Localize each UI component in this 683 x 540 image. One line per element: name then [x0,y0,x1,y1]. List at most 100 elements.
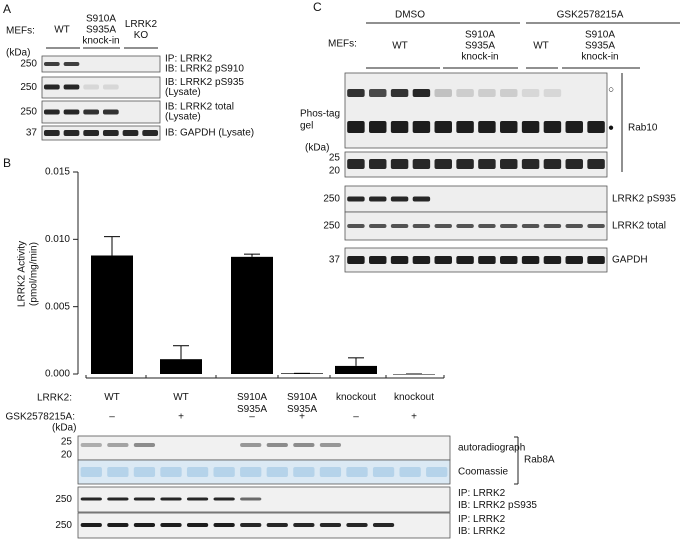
band [399,467,421,477]
band [500,89,518,97]
band [80,467,102,477]
blot-label: (Lysate) [165,112,201,123]
band [63,130,80,136]
blot-label: IB: LRRK2 pS935 [165,77,244,88]
band [369,224,387,228]
band [478,159,496,169]
panel-label: C [313,0,322,14]
band [456,121,474,133]
band [293,467,315,477]
y-tick-label: 0.000 [45,369,70,380]
blot-label: Coomassie [458,467,508,478]
band [83,109,100,115]
row-label: MEFs: [328,39,357,50]
blot-label: IB: LRRK2 total [165,102,234,113]
band [63,62,80,66]
x-tick-label: WT [104,392,120,403]
band [587,159,605,169]
band [266,443,288,447]
blot [344,185,608,213]
bar [160,359,202,374]
blot-label: IB: LRRK2 pS910 [165,64,244,75]
band [347,224,365,228]
band [319,523,342,527]
bar [335,365,377,374]
x-tick-label: S910A S935A [236,392,268,415]
band [369,256,387,264]
band [521,256,540,264]
band [347,89,365,97]
band [133,443,156,447]
gel-label: Phos-tag [300,109,340,120]
column-header: knock-in [461,52,498,63]
band [133,467,156,477]
band [456,256,474,264]
band [102,84,119,90]
band [543,159,562,169]
blot [344,72,608,149]
band [500,121,518,133]
column-header: knock-in [82,36,119,47]
band [543,121,562,133]
kda-label: (kDa) [305,143,329,154]
band [80,497,102,501]
band [107,443,129,447]
band [434,224,452,228]
band [43,130,60,136]
blot [41,76,161,99]
band [83,130,100,136]
column-header: WT [392,41,408,52]
kda-marker: 250 [20,59,37,70]
x-tick-label: knockout [335,392,377,403]
band [434,89,452,97]
band [107,467,129,477]
y-axis-label: (pmol/mg/min) [29,242,40,306]
kda-marker: 25 [329,153,341,164]
band [160,497,182,501]
band [346,467,368,477]
column-header: knock-in [581,52,618,63]
band [372,523,395,527]
blot [344,247,608,273]
x-tick-label: S910A S935A [286,392,318,415]
band [43,84,60,90]
band [369,159,387,169]
band [565,224,583,228]
band [63,109,80,115]
band [213,497,235,501]
band [521,224,540,228]
band [369,121,387,133]
column-header: LRRK2 [125,19,158,30]
band [412,224,431,228]
band [213,467,235,477]
blot-label: IB: LRRK2 pS935 [458,500,537,511]
band [347,121,365,133]
band [347,256,365,264]
band [240,467,262,477]
band [266,523,288,527]
kda-marker: 20 [61,450,73,461]
blot [344,151,608,178]
bar [91,255,133,374]
blot-label: IP: LRRK2 [165,54,213,65]
band [266,467,288,477]
x-tick-label: knockout [393,392,435,403]
kda-marker: 250 [323,221,340,232]
band [186,523,209,527]
row-label: MEFs: [6,26,35,37]
band [107,497,129,501]
band [456,224,474,228]
kda-marker: 250 [55,494,72,505]
treatment-header: GSK2578215A [557,10,624,21]
band [43,109,60,115]
band [543,224,562,228]
band [434,159,452,169]
band [587,256,605,264]
column-header: S910A [465,30,495,41]
column-header: KO [134,30,149,41]
band [213,523,235,527]
band [63,84,80,90]
blot-label: IB: LRRK2 [458,526,506,537]
blot-label: GAPDH [612,255,648,266]
